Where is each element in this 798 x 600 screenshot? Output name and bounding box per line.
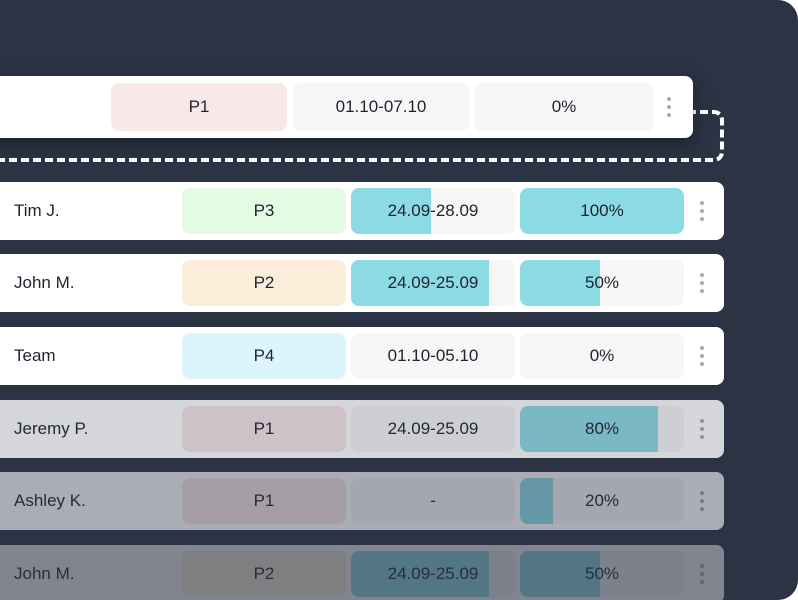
progress-cell[interactable]: 100% <box>520 188 684 234</box>
more-vertical-icon[interactable] <box>659 76 679 138</box>
task-assignee: Team <box>14 346 56 365</box>
date-range-label: 24.09-25.09 <box>387 564 479 583</box>
progress-label: 0% <box>589 346 615 365</box>
more-vertical-icon[interactable] <box>692 472 712 530</box>
dragged-task-row[interactable]: K. P1 01.10-07.10 0% <box>0 76 693 138</box>
date-range-cell[interactable]: 24.09-28.09 <box>351 188 515 234</box>
priority-label: P2 <box>253 273 275 292</box>
task-row[interactable]: John M. P2 24.09-25.09 50% <box>0 254 724 312</box>
priority-badge[interactable]: P1 <box>182 406 346 452</box>
progress-cell[interactable]: 0% <box>520 333 684 379</box>
task-assignee: Ashley K. <box>14 491 86 510</box>
priority-badge[interactable]: P1 <box>182 478 346 524</box>
progress-fill <box>520 260 601 306</box>
task-assignee: Jeremy P. <box>14 419 89 438</box>
priority-label: P1 <box>188 97 210 116</box>
priority-label: P3 <box>253 201 275 220</box>
progress-fill <box>520 188 684 234</box>
date-range-label: 24.09-25.09 <box>387 419 479 438</box>
progress-label: 50% <box>584 273 620 292</box>
progress-label: 100% <box>580 201 624 220</box>
more-vertical-icon[interactable] <box>692 400 712 458</box>
date-progress-fill <box>351 188 432 234</box>
more-vertical-icon[interactable] <box>692 254 712 312</box>
progress-cell[interactable]: 50% <box>520 260 684 306</box>
date-range-cell[interactable]: 01.10-05.10 <box>351 333 515 379</box>
task-row[interactable]: Jeremy P. P1 24.09-25.09 80% <box>0 400 724 458</box>
priority-badge[interactable]: P1 <box>111 83 287 131</box>
progress-label: 80% <box>584 419 620 438</box>
date-range-cell[interactable]: 24.09-25.09 <box>351 406 515 452</box>
date-range-label: 01.10-05.10 <box>387 346 479 365</box>
priority-badge[interactable]: P2 <box>182 260 346 306</box>
priority-label: P1 <box>253 491 275 510</box>
task-row[interactable]: John M. P2 24.09-25.09 50% <box>0 545 724 600</box>
date-progress-fill <box>351 260 489 306</box>
date-range-label: 24.09-28.09 <box>387 201 479 220</box>
task-assignee: John M. <box>14 564 75 583</box>
progress-cell[interactable]: 20% <box>520 478 684 524</box>
progress-cell[interactable]: 0% <box>474 83 654 131</box>
more-vertical-icon[interactable] <box>692 327 712 385</box>
progress-fill <box>520 406 658 452</box>
more-vertical-icon[interactable] <box>692 182 712 240</box>
date-range-cell[interactable]: 24.09-25.09 <box>351 260 515 306</box>
progress-fill <box>520 478 553 524</box>
priority-label: P1 <box>253 419 275 438</box>
progress-label: 20% <box>584 491 620 510</box>
task-row[interactable]: Tim J. P3 24.09-28.09 100% <box>0 182 724 240</box>
task-row[interactable]: Team P4 01.10-05.10 0% <box>0 327 724 385</box>
date-range-cell[interactable]: - <box>351 478 515 524</box>
progress-cell[interactable]: 80% <box>520 406 684 452</box>
priority-label: P4 <box>253 346 275 365</box>
progress-cell[interactable]: 50% <box>520 551 684 597</box>
task-assignee: Tim J. <box>14 201 60 220</box>
progress-label: 50% <box>584 564 620 583</box>
date-range-label: 01.10-07.10 <box>335 97 427 116</box>
priority-badge[interactable]: P2 <box>182 551 346 597</box>
progress-label: 0% <box>551 97 577 116</box>
task-assignee: John M. <box>14 273 75 292</box>
task-row[interactable]: Ashley K. P1 - 20% <box>0 472 724 530</box>
priority-badge[interactable]: P4 <box>182 333 346 379</box>
date-range-cell[interactable]: 24.09-25.09 <box>351 551 515 597</box>
priority-label: P2 <box>253 564 275 583</box>
more-vertical-icon[interactable] <box>692 545 712 600</box>
date-range-label: 24.09-25.09 <box>387 273 479 292</box>
date-range-cell[interactable]: 01.10-07.10 <box>293 83 469 131</box>
priority-badge[interactable]: P3 <box>182 188 346 234</box>
date-range-label: - <box>430 491 436 510</box>
